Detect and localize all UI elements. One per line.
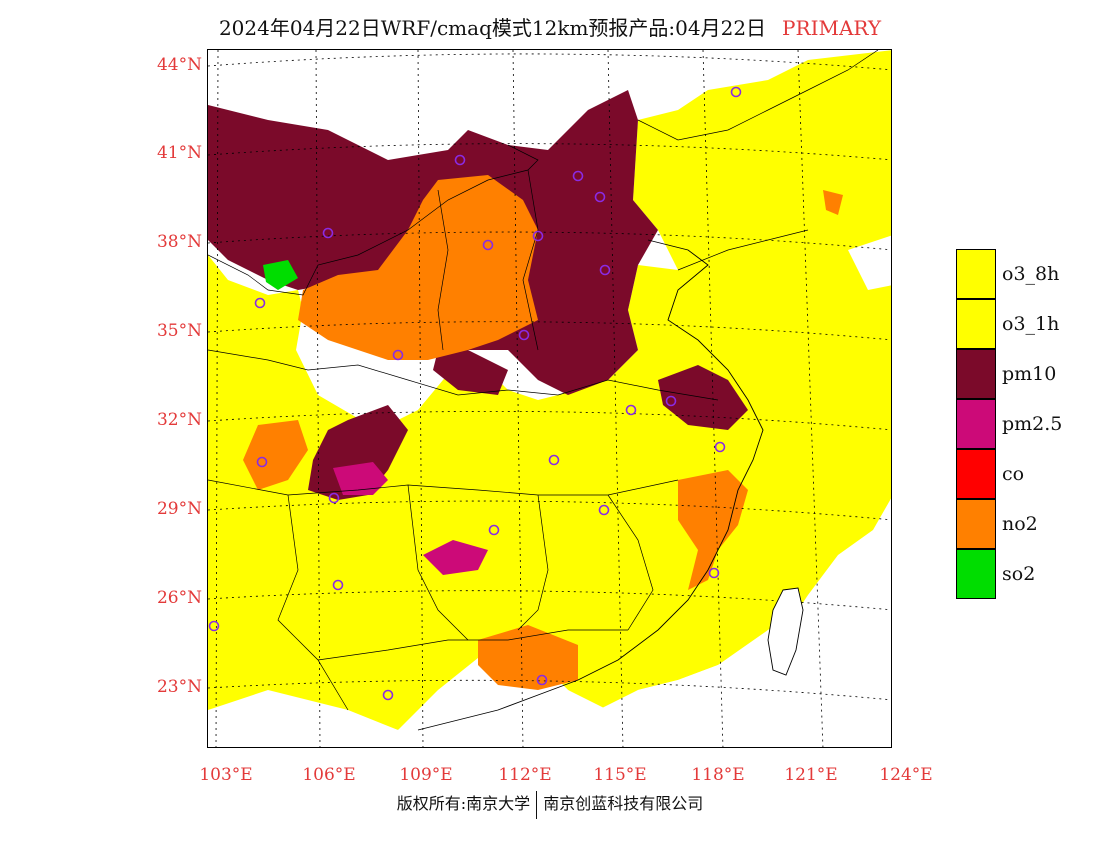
pollutant-map [207, 49, 892, 748]
pm25-region [423, 540, 488, 575]
title-highlight: PRIMARY [782, 16, 882, 40]
lat-label: 38°N [156, 232, 202, 252]
lon-label: 118°E [691, 765, 745, 785]
taiwan [767, 587, 804, 676]
copyright: 版权所有:南京大学 南京创蓝科技有限公司 [0, 790, 1100, 819]
legend-item-pm25: pm2.5 [956, 399, 1076, 449]
nodata-region [848, 235, 891, 290]
lat-label: 23°N [156, 677, 202, 697]
copyright-left: 版权所有:南京大学 [396, 794, 531, 813]
lat-label: 44°N [156, 55, 202, 75]
legend-item-so2: so2 [956, 549, 1076, 599]
copyright-separator [536, 790, 538, 819]
province-boundaries [208, 50, 879, 711]
lon-label: 112°E [498, 765, 552, 785]
pm25-region [333, 462, 388, 495]
no2-region [298, 175, 538, 360]
no2-region [243, 420, 308, 490]
legend-swatch [956, 449, 996, 499]
legend-label: pm10 [1002, 363, 1057, 385]
no2-region [823, 190, 843, 215]
legend-swatch [956, 399, 996, 449]
legend-item-o3-8h: o3_8h [956, 249, 1076, 299]
city-markers [208, 86, 742, 701]
legend-swatch [956, 499, 996, 549]
copyright-right: 南京创蓝科技有限公司 [543, 794, 704, 813]
legend-swatch [956, 349, 996, 399]
map-canvas [208, 50, 891, 747]
legend-label: so2 [1002, 563, 1036, 585]
map-title: 2024年04月22日WRF/cmaq模式12km预报产品:04月22日 PRIM… [0, 12, 1100, 41]
legend-label: o3_1h [1002, 313, 1060, 335]
lon-label: 115°E [593, 765, 647, 785]
nodata-region [208, 80, 468, 160]
legend-item-no2: no2 [956, 499, 1076, 549]
legend-label: o3_8h [1002, 263, 1060, 285]
title-text: 2024年04月22日WRF/cmaq模式12km预报产品:04月22日 [218, 16, 767, 40]
lat-label: 32°N [156, 410, 202, 430]
lat-label: 29°N [156, 499, 202, 519]
lon-label: 106°E [302, 765, 356, 785]
coastline [417, 239, 764, 731]
lat-label: 26°N [156, 588, 202, 608]
legend-swatch [956, 549, 996, 599]
lon-label: 109°E [399, 765, 453, 785]
no2-region [678, 470, 748, 590]
lon-label: 103°E [199, 765, 253, 785]
no2-region [478, 625, 578, 690]
pm10-region [433, 350, 508, 395]
lat-label: 41°N [156, 143, 202, 163]
legend-item-co: co [956, 449, 1076, 499]
lat-label: 35°N [156, 321, 202, 341]
legend-item-o3-1h: o3_1h [956, 299, 1076, 349]
legend-swatch [956, 299, 996, 349]
legend: o3_8h o3_1h pm10 pm2.5 co no2 so2 [956, 249, 1076, 599]
o3-region [208, 50, 891, 730]
legend-label: co [1002, 463, 1025, 485]
so2-region [263, 260, 298, 290]
nodata-region [208, 531, 891, 747]
legend-item-pm10: pm10 [956, 349, 1076, 399]
legend-swatch [956, 249, 996, 299]
legend-label: no2 [1002, 513, 1038, 535]
lon-label: 121°E [784, 765, 838, 785]
legend-label: pm2.5 [1002, 413, 1063, 435]
lon-label: 124°E [879, 765, 933, 785]
